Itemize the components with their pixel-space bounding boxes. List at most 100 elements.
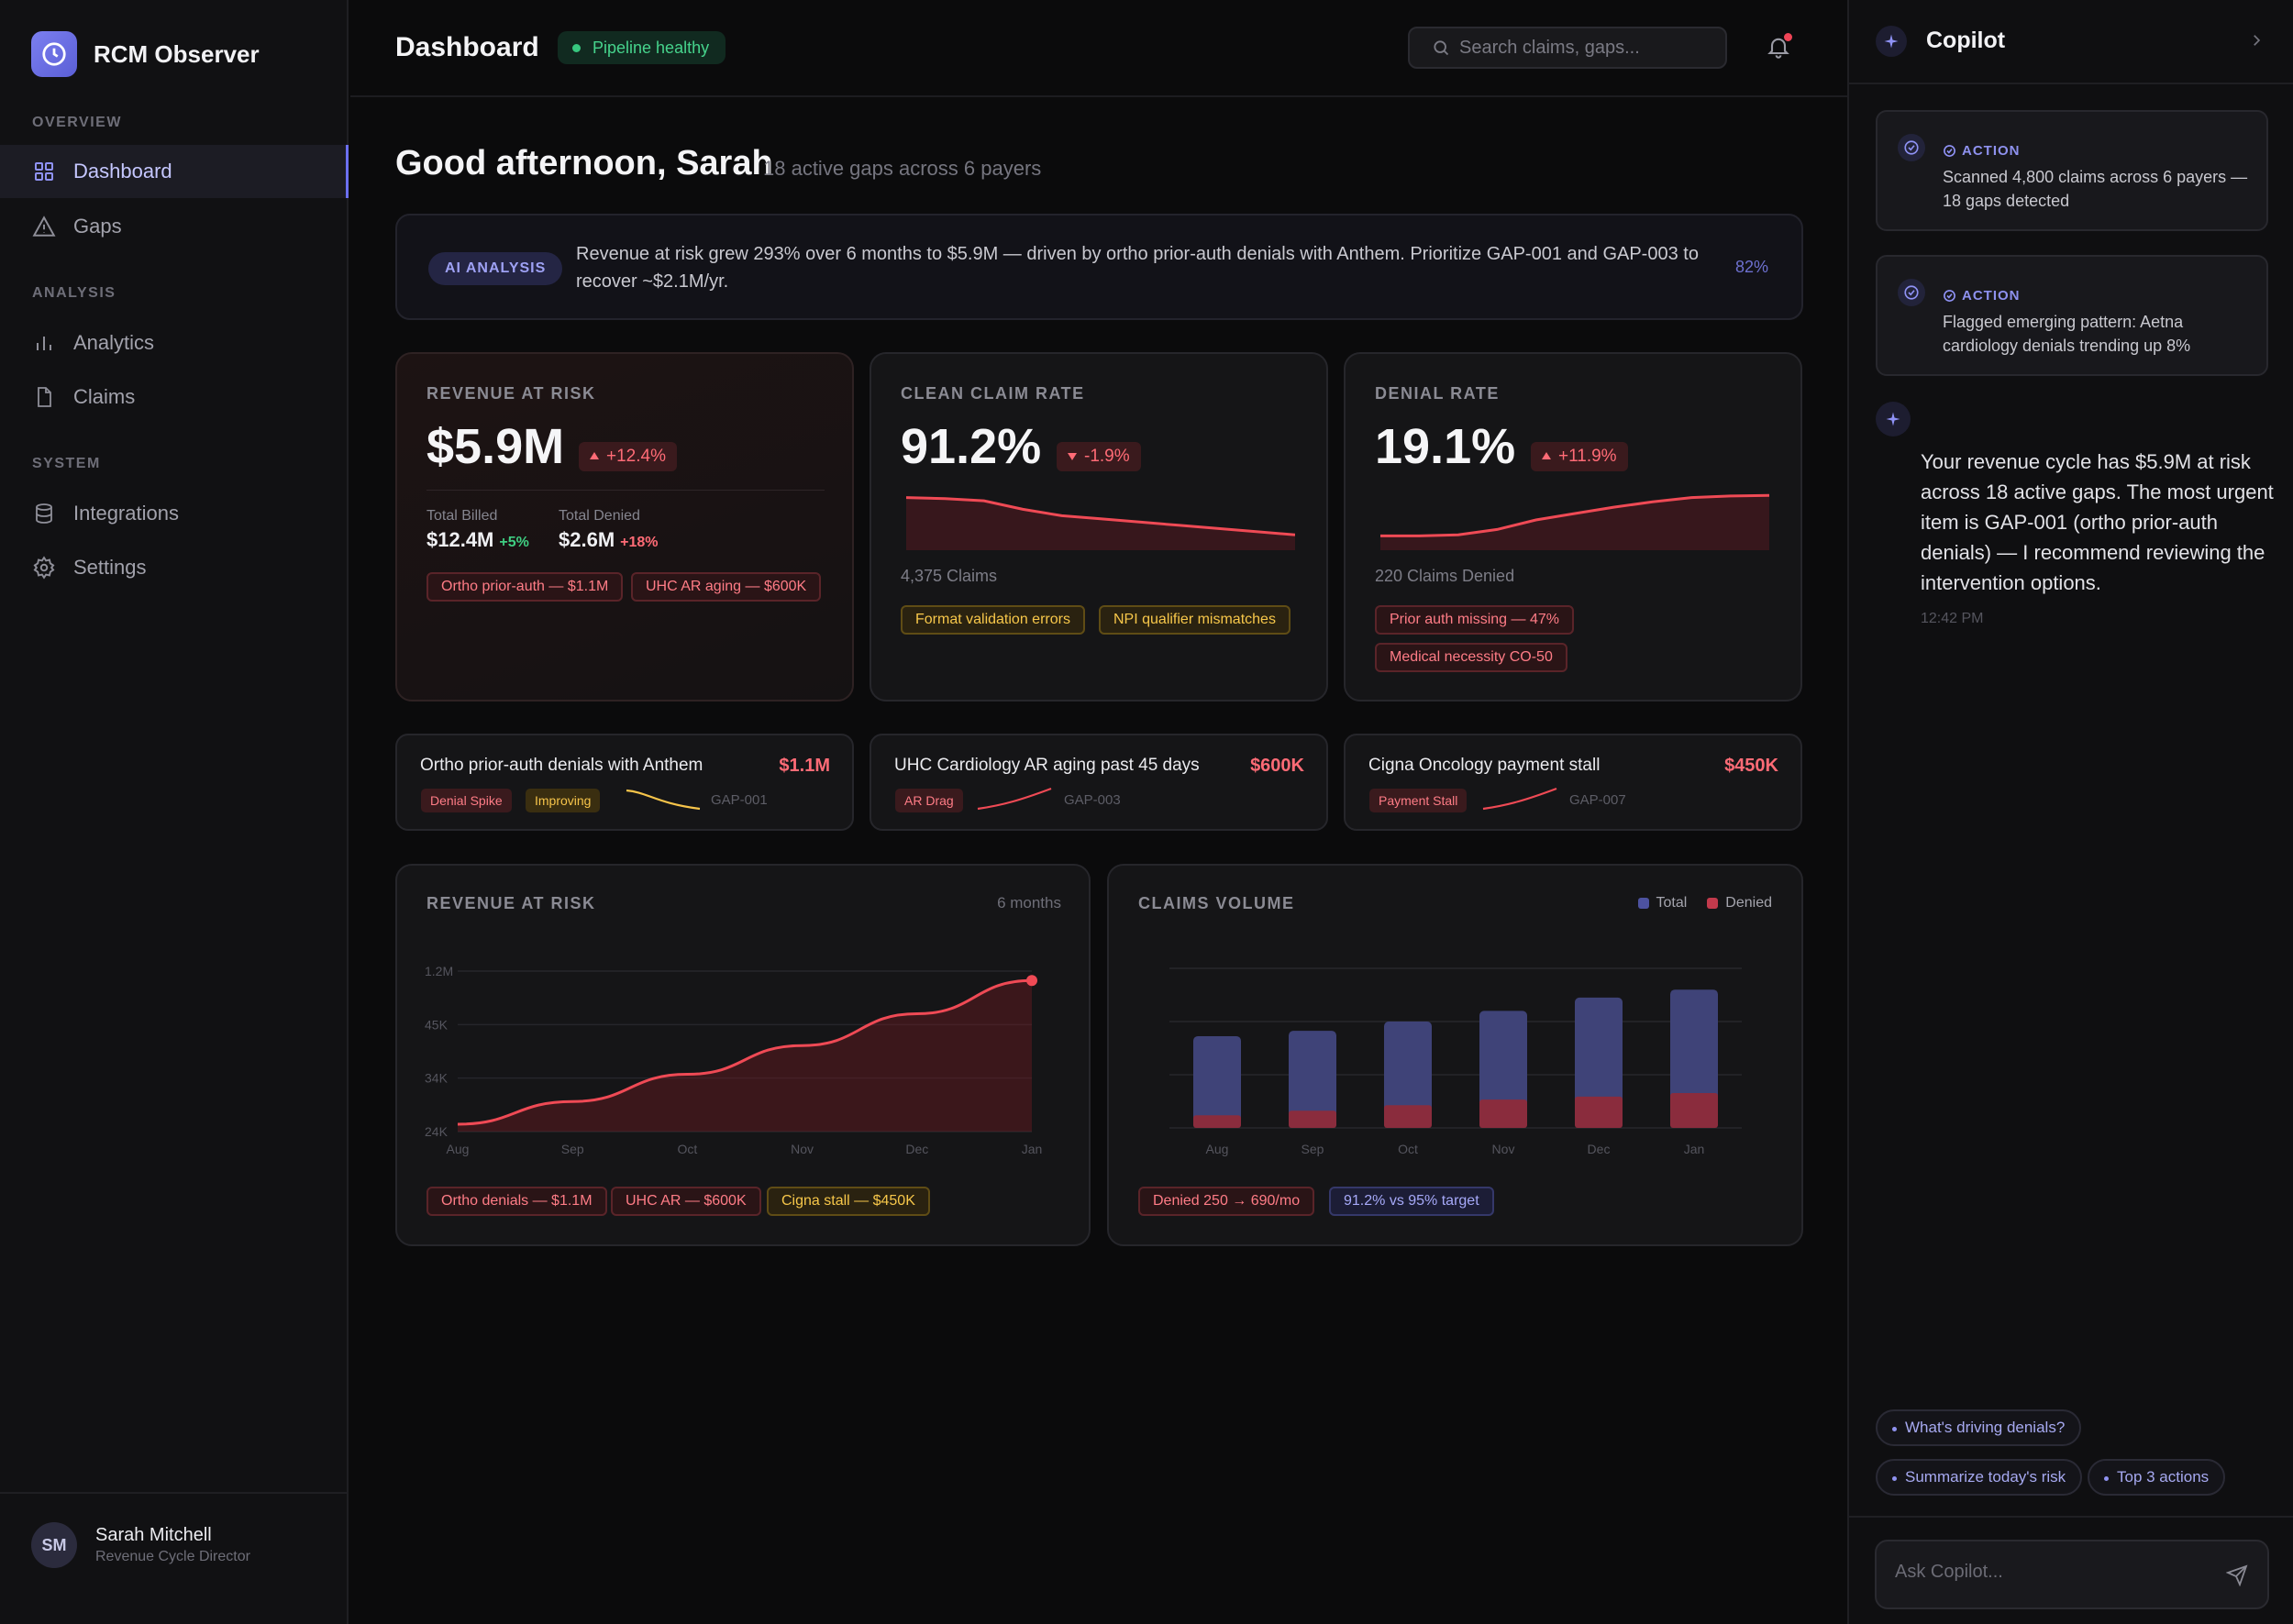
sidebar-item-settings[interactable]: Settings bbox=[0, 541, 349, 594]
driver-tag[interactable]: UHC AR aging — $600K bbox=[631, 572, 822, 602]
x-tick-label: Oct bbox=[1398, 1142, 1418, 1156]
nav-section-overview: OVERVIEW bbox=[32, 115, 122, 130]
denial-rate-sparkline bbox=[1380, 493, 1769, 550]
kpi-value: $5.9M bbox=[426, 419, 565, 474]
total-denied-value: $2.6M +18% bbox=[559, 528, 659, 552]
gap-tag: Payment Stall bbox=[1369, 789, 1468, 812]
send-button[interactable] bbox=[2223, 1562, 2251, 1589]
copilot-input-box[interactable] bbox=[1875, 1540, 2269, 1609]
copilot-title: Copilot bbox=[1926, 28, 2006, 53]
breakdown-tag[interactable]: UHC AR — $600K bbox=[611, 1187, 761, 1216]
reason-tag[interactable]: Medical necessity CO-50 bbox=[1375, 643, 1567, 672]
y-tick-label: 45K bbox=[425, 1017, 449, 1032]
search-input[interactable] bbox=[1459, 37, 1716, 59]
arrow-down-icon bbox=[1068, 453, 1077, 460]
status-dot-icon bbox=[572, 44, 581, 52]
ai-analysis-banner[interactable]: AI ANALYSIS Revenue at risk grew 293% ov… bbox=[395, 214, 1803, 320]
user-name: Sarah Mitchell bbox=[95, 1525, 212, 1545]
page-title: Dashboard bbox=[395, 32, 539, 62]
collapse-button[interactable] bbox=[2245, 29, 2267, 51]
copilot-input-area bbox=[1849, 1516, 2293, 1624]
suggestion-chip[interactable]: What's driving denials? bbox=[1876, 1409, 2082, 1446]
gap-amount: $600K bbox=[1250, 756, 1304, 776]
issue-tag[interactable]: Format validation errors bbox=[901, 605, 1085, 635]
notifications-button[interactable] bbox=[1763, 31, 1794, 62]
total-billed-amount: $12.4M bbox=[426, 528, 494, 551]
gap-trend-sparkline bbox=[977, 787, 1052, 811]
revenue-end-point bbox=[1026, 975, 1037, 987]
copilot-panel: Copilot ACTION Scanned 4,800 claims acro… bbox=[1847, 0, 2293, 1624]
reason-tag[interactable]: Prior auth missing — 47% bbox=[1375, 605, 1574, 635]
action-text: Flagged emerging pattern: Aetna cardiolo… bbox=[1943, 313, 2191, 355]
legend-swatch bbox=[1707, 898, 1719, 909]
gap-title: UHC Cardiology AR aging past 45 days bbox=[894, 756, 1200, 775]
x-tick-label: Sep bbox=[561, 1142, 584, 1156]
issue-tag[interactable]: NPI qualifier mismatches bbox=[1099, 605, 1291, 635]
total-billed-label: Total Billed bbox=[426, 508, 498, 524]
sidebar-item-integrations[interactable]: Integrations bbox=[0, 487, 349, 540]
arrow-up-icon bbox=[590, 452, 599, 459]
chart-title: CLAIMS VOLUME bbox=[1138, 894, 1295, 912]
send-icon bbox=[2226, 1564, 2248, 1586]
kpi-denial-rate[interactable]: DENIAL RATE 19.1% +11.9% 220 Claims Deni… bbox=[1344, 352, 1802, 702]
check-circle-icon bbox=[1898, 279, 1925, 306]
divider bbox=[426, 490, 825, 491]
chevron-right-icon bbox=[2254, 35, 2261, 46]
breakdown-tag[interactable]: Ortho denials — $1.1M bbox=[426, 1187, 607, 1216]
copilot-action-card[interactable]: ACTION Flagged emerging pattern: Aetna c… bbox=[1876, 255, 2268, 376]
revenue-area-chart: 1.2M 45K 34K 24K Aug Sep Oct Nov Dec Jan bbox=[425, 964, 1042, 1156]
gap-card-003[interactable]: UHC Cardiology AR aging past 45 days $60… bbox=[870, 734, 1328, 831]
breakdown-tag[interactable]: Cigna stall — $450K bbox=[767, 1187, 930, 1216]
sidebar-item-analytics[interactable]: Analytics bbox=[0, 316, 349, 370]
gap-card-007[interactable]: Cigna Oncology payment stall $450K Payme… bbox=[1344, 734, 1802, 831]
gap-tag: Improving bbox=[526, 789, 601, 812]
copilot-input[interactable] bbox=[1895, 1562, 2198, 1583]
suggestion-chip[interactable]: Summarize today's risk bbox=[1876, 1459, 2083, 1496]
gap-amount: $1.1M bbox=[779, 756, 830, 776]
kpi-revenue-at-risk[interactable]: REVENUE AT RISK $5.9M +12.4% Total Bille… bbox=[395, 352, 854, 702]
copilot-action-card[interactable]: ACTION Scanned 4,800 claims across 6 pay… bbox=[1876, 110, 2268, 231]
action-text: Scanned 4,800 claims across 6 payers — 1… bbox=[1943, 168, 2248, 210]
chart-period: 6 months bbox=[997, 894, 1061, 911]
sparkle-icon bbox=[1876, 402, 1911, 436]
sidebar-item-label: Claims bbox=[73, 385, 136, 408]
suggestion-chip[interactable]: Top 3 actions bbox=[2088, 1459, 2226, 1496]
database-icon bbox=[31, 501, 57, 526]
legend-swatch bbox=[1637, 898, 1649, 909]
bar-total bbox=[1289, 1031, 1336, 1128]
sidebar-item-gaps[interactable]: Gaps bbox=[0, 200, 349, 253]
copilot-header: Copilot bbox=[1849, 0, 2293, 84]
action-label: ACTION bbox=[1943, 143, 2021, 159]
kpi-delta-text: +11.9% bbox=[1558, 447, 1617, 466]
bar-total bbox=[1384, 1022, 1432, 1128]
gap-id: GAP-003 bbox=[1064, 792, 1121, 808]
sidebar-item-dashboard[interactable]: Dashboard bbox=[0, 145, 349, 198]
ai-analysis-badge: AI ANALYSIS bbox=[428, 252, 563, 285]
user-role: Revenue Cycle Director bbox=[95, 1549, 250, 1564]
kpi-delta: +12.4% bbox=[579, 442, 677, 471]
kpi-clean-claim-rate[interactable]: CLEAN CLAIM RATE 91.2% -1.9% 4,375 Claim… bbox=[870, 352, 1328, 702]
total-denied-label: Total Denied bbox=[559, 508, 640, 524]
sidebar-item-label: Gaps bbox=[73, 215, 122, 238]
x-tick-label: Jan bbox=[1684, 1142, 1705, 1156]
total-billed-delta: +5% bbox=[499, 535, 529, 550]
sparkline-area bbox=[1380, 495, 1769, 550]
search-box[interactable] bbox=[1408, 27, 1727, 69]
bar-denied bbox=[1670, 1092, 1718, 1128]
gap-card-001[interactable]: Ortho prior-auth denials with Anthem $1.… bbox=[395, 734, 854, 831]
chart-legend: Total Denied bbox=[1618, 895, 1772, 911]
summary-tag[interactable]: 91.2% vs 95% target bbox=[1329, 1187, 1494, 1216]
gap-id: GAP-001 bbox=[711, 792, 768, 808]
user-profile[interactable]: SM Sarah Mitchell Revenue Cycle Director bbox=[0, 1492, 349, 1624]
arrow-up-icon bbox=[1542, 452, 1551, 459]
y-tick-label: 24K bbox=[425, 1124, 449, 1139]
gap-trend-line bbox=[1482, 787, 1557, 811]
sidebar-item-claims[interactable]: Claims bbox=[0, 370, 349, 424]
driver-tag[interactable]: Ortho prior-auth — $1.1M bbox=[426, 572, 624, 602]
brand[interactable]: RCM Observer bbox=[31, 31, 260, 77]
sidebar-item-label: Integrations bbox=[73, 502, 179, 525]
status-text: Pipeline healthy bbox=[593, 38, 710, 57]
summary-tag[interactable]: Denied 250 → 690/mo bbox=[1138, 1187, 1315, 1216]
sparkline-line bbox=[1380, 493, 1769, 537]
bar-chart-icon bbox=[31, 330, 57, 356]
